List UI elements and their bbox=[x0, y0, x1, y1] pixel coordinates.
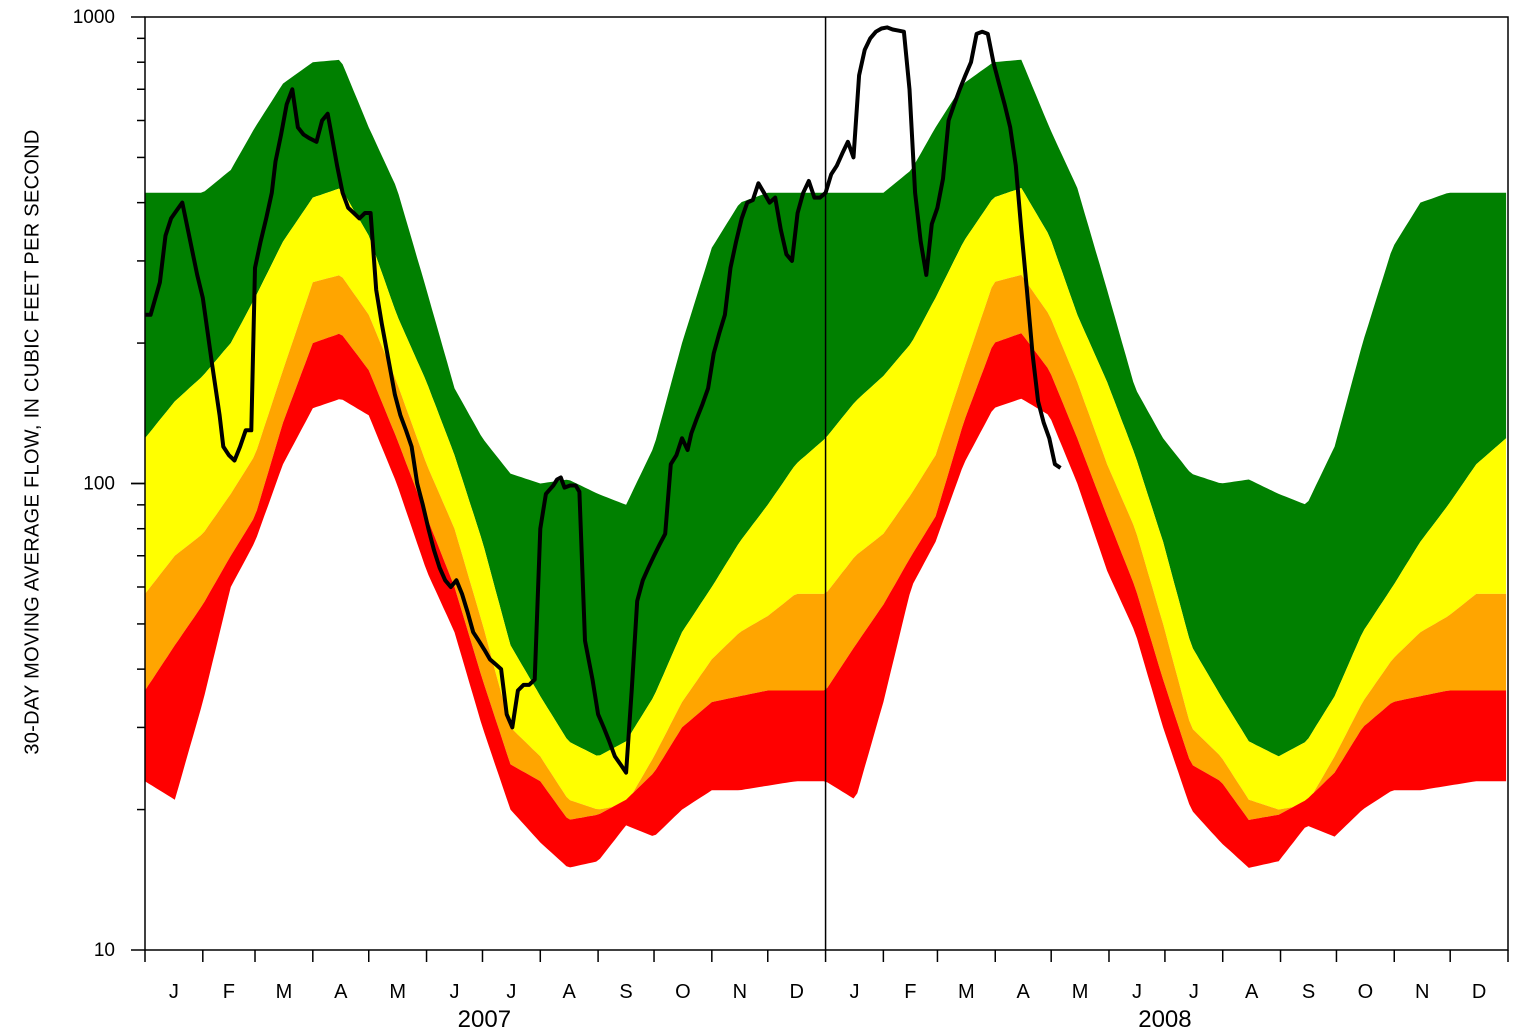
month-label: O bbox=[1358, 981, 1374, 1003]
flow-line bbox=[145, 25, 1062, 775]
y-axis-label: 30-DAY MOVING AVERAGE FLOW, IN CUBIC FEE… bbox=[21, 129, 44, 755]
band-red bbox=[145, 333, 1507, 868]
y-tick-label: 100 bbox=[83, 474, 115, 495]
y-axis-label-box: 30-DAY MOVING AVERAGE FLOW, IN CUBIC FEE… bbox=[18, 22, 48, 862]
month-label: M bbox=[1072, 981, 1089, 1003]
year-label: 2007 bbox=[458, 1006, 511, 1033]
month-label: F bbox=[223, 981, 235, 1003]
axis-ticks bbox=[131, 16, 1509, 962]
month-label: J bbox=[1132, 981, 1142, 1003]
month-label: J bbox=[450, 981, 460, 1003]
month-label: A bbox=[334, 981, 348, 1003]
month-label: D bbox=[1472, 981, 1486, 1003]
month-label: J bbox=[169, 981, 179, 1003]
month-label: J bbox=[1189, 981, 1199, 1003]
month-label: N bbox=[733, 981, 747, 1003]
month-label: M bbox=[276, 981, 293, 1003]
month-label: J bbox=[849, 981, 859, 1003]
month-label: A bbox=[1017, 981, 1031, 1003]
month-label: S bbox=[619, 981, 632, 1003]
month-label: A bbox=[563, 981, 577, 1003]
y-tick-label: 1000 bbox=[73, 7, 115, 28]
month-label: A bbox=[1245, 981, 1259, 1003]
month-label: M bbox=[958, 981, 975, 1003]
axis-labels: 10 100 1000 J F M A M J J A S O N D J F M A M J J A S O N D 2007 200… bbox=[73, 7, 1487, 1033]
band-orange bbox=[145, 274, 1507, 820]
flow-series bbox=[145, 25, 1062, 775]
month-label: D bbox=[789, 981, 803, 1003]
month-label: N bbox=[1415, 981, 1429, 1003]
month-label: M bbox=[389, 981, 406, 1003]
month-label: F bbox=[904, 981, 916, 1003]
month-label: S bbox=[1302, 981, 1315, 1003]
month-label: O bbox=[675, 981, 691, 1003]
year-label: 2008 bbox=[1138, 1006, 1191, 1033]
month-label: J bbox=[506, 981, 516, 1003]
y-tick-label: 10 bbox=[94, 940, 115, 961]
